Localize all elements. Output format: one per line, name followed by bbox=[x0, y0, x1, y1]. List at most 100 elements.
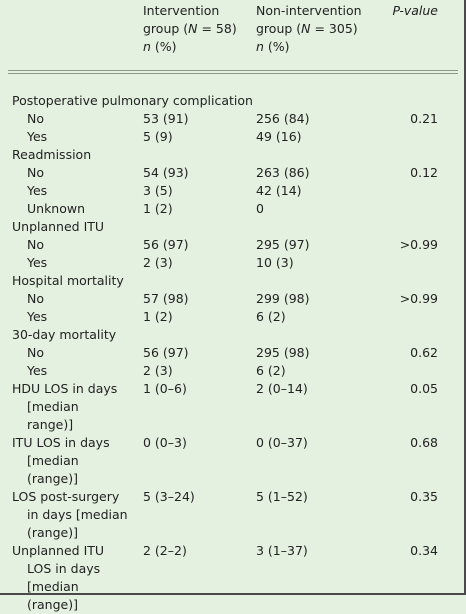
row-nonintervention-value: 6 (2) bbox=[256, 363, 286, 378]
row-label: Postoperative pulmonary complication bbox=[12, 93, 253, 108]
row-pvalue: 0.12 bbox=[410, 165, 438, 180]
header-intervention-line3: n (%) bbox=[143, 39, 177, 54]
row-label: [median bbox=[27, 579, 79, 594]
row-intervention-value: 53 (91) bbox=[143, 111, 189, 126]
row-intervention-value: 1 (2) bbox=[143, 309, 173, 324]
row-nonintervention-value: 10 (3) bbox=[256, 255, 294, 270]
table-row: range)] bbox=[0, 416, 466, 434]
row-label: [median bbox=[27, 453, 79, 468]
row-nonintervention-value: 49 (16) bbox=[256, 129, 302, 144]
table-row: Yes 3 (5) 42 (14) bbox=[0, 182, 466, 200]
table-row: Unknown 1 (2) 0 bbox=[0, 200, 466, 218]
row-intervention-value: 54 (93) bbox=[143, 165, 189, 180]
table-row: No 56 (97) 295 (98) 0.62 bbox=[0, 344, 466, 362]
header-pvalue: P-value bbox=[392, 3, 438, 18]
row-intervention-value: 56 (97) bbox=[143, 237, 189, 252]
table-row: No 54 (93) 263 (86) 0.12 bbox=[0, 164, 466, 182]
row-nonintervention-value: 2 (0–14) bbox=[256, 381, 308, 396]
row-intervention-value: 1 (0–6) bbox=[143, 381, 187, 396]
row-nonintervention-value: 256 (84) bbox=[256, 111, 310, 126]
row-intervention-value: 3 (5) bbox=[143, 183, 173, 198]
table-row: ITU LOS in days 0 (0–3) 0 (0–37) 0.68 bbox=[0, 434, 466, 452]
row-nonintervention-value: 3 (1–37) bbox=[256, 543, 308, 558]
header-intervention: Intervention group (N = 58) n (%) bbox=[143, 2, 237, 56]
row-label: Yes bbox=[27, 309, 48, 324]
row-label: HDU LOS in days bbox=[12, 381, 118, 396]
table-row: Postoperative pulmonary complication bbox=[0, 92, 466, 110]
row-nonintervention-value: 263 (86) bbox=[256, 165, 310, 180]
row-label: No bbox=[27, 345, 44, 360]
row-intervention-value: 2 (2–2) bbox=[143, 543, 187, 558]
row-nonintervention-value: 6 (2) bbox=[256, 309, 286, 324]
header-intervention-line2: group (N = 58) bbox=[143, 21, 237, 36]
table-row: Readmission bbox=[0, 146, 466, 164]
table-row: [median bbox=[0, 398, 466, 416]
row-label: LOS post-surgery bbox=[12, 489, 120, 504]
row-label: (range)] bbox=[27, 471, 78, 486]
row-nonintervention-value: 299 (98) bbox=[256, 291, 310, 306]
row-pvalue: >0.99 bbox=[399, 291, 438, 306]
row-label: Hospital mortality bbox=[12, 273, 124, 288]
row-label: in days [median bbox=[27, 507, 128, 522]
row-label: 30-day mortality bbox=[12, 327, 117, 342]
row-intervention-value: 2 (3) bbox=[143, 255, 173, 270]
table-frame bbox=[0, 0, 466, 595]
row-intervention-value: 2 (3) bbox=[143, 363, 173, 378]
row-label: Yes bbox=[27, 129, 48, 144]
row-nonintervention-value: 5 (1–52) bbox=[256, 489, 308, 504]
row-label: No bbox=[27, 111, 44, 126]
row-intervention-value: 56 (97) bbox=[143, 345, 189, 360]
row-label: Yes bbox=[27, 363, 48, 378]
row-pvalue: >0.99 bbox=[399, 237, 438, 252]
header-nonintervention: Non-intervention group (N = 305) n (%) bbox=[256, 2, 362, 56]
header-rule-top bbox=[8, 70, 458, 71]
row-label: (range)] bbox=[27, 525, 78, 540]
row-pvalue: 0.34 bbox=[410, 543, 438, 558]
table-row: in days [median bbox=[0, 506, 466, 524]
table-row: LOS in days bbox=[0, 560, 466, 578]
header-rule-bottom bbox=[8, 73, 458, 74]
table-row: Hospital mortality bbox=[0, 272, 466, 290]
table-row: Unplanned ITU 2 (2–2) 3 (1–37) 0.34 bbox=[0, 542, 466, 560]
header-nonintervention-line2: group (N = 305) bbox=[256, 21, 358, 36]
row-label: [median bbox=[27, 399, 79, 414]
table-row: [median bbox=[0, 578, 466, 596]
table-row: Yes 2 (3) 6 (2) bbox=[0, 362, 466, 380]
row-nonintervention-value: 0 (0–37) bbox=[256, 435, 308, 450]
row-label: Yes bbox=[27, 255, 48, 270]
table-row: No 56 (97) 295 (97) >0.99 bbox=[0, 236, 466, 254]
row-label: ITU LOS in days bbox=[12, 435, 110, 450]
table-row: LOS post-surgery 5 (3–24) 5 (1–52) 0.35 bbox=[0, 488, 466, 506]
table-row: Yes 2 (3) 10 (3) bbox=[0, 254, 466, 272]
table-row: Yes 1 (2) 6 (2) bbox=[0, 308, 466, 326]
row-pvalue: 0.62 bbox=[410, 345, 438, 360]
table-row: HDU LOS in days 1 (0–6) 2 (0–14) 0.05 bbox=[0, 380, 466, 398]
row-intervention-value: 5 (9) bbox=[143, 129, 173, 144]
row-nonintervention-value: 295 (97) bbox=[256, 237, 310, 252]
table-row: (range)] bbox=[0, 524, 466, 542]
row-label: No bbox=[27, 165, 44, 180]
row-label: Unplanned ITU bbox=[12, 543, 105, 558]
row-label: (range)] bbox=[27, 597, 78, 612]
row-label: No bbox=[27, 237, 44, 252]
row-pvalue: 0.05 bbox=[410, 381, 438, 396]
header-intervention-line1: Intervention bbox=[143, 3, 220, 18]
row-label: No bbox=[27, 291, 44, 306]
table-row: (range)] bbox=[0, 596, 466, 614]
row-label: Readmission bbox=[12, 147, 92, 162]
row-nonintervention-value: 295 (98) bbox=[256, 345, 310, 360]
header-nonintervention-line1: Non-intervention bbox=[256, 3, 362, 18]
table-row bbox=[0, 74, 466, 92]
row-label: range)] bbox=[27, 417, 74, 432]
row-label: Unknown bbox=[27, 201, 86, 216]
row-intervention-value: 0 (0–3) bbox=[143, 435, 187, 450]
header-nonintervention-line3: n (%) bbox=[256, 39, 290, 54]
table-row: (range)] bbox=[0, 470, 466, 488]
table-row: [median bbox=[0, 452, 466, 470]
table-row: Yes 5 (9) 49 (16) bbox=[0, 128, 466, 146]
row-nonintervention-value: 42 (14) bbox=[256, 183, 302, 198]
row-pvalue: 0.68 bbox=[410, 435, 438, 450]
row-intervention-value: 5 (3–24) bbox=[143, 489, 195, 504]
row-label: Unplanned ITU bbox=[12, 219, 105, 234]
table-row: Unplanned ITU bbox=[0, 218, 466, 236]
